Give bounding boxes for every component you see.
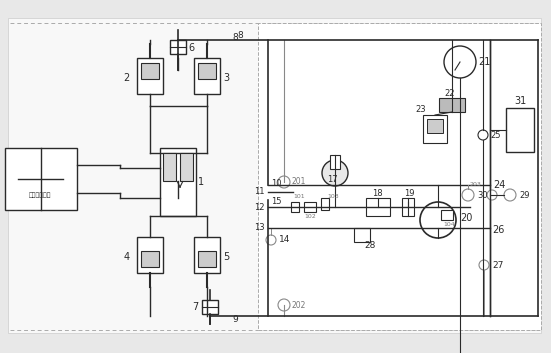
Bar <box>141 251 159 267</box>
Bar <box>304 202 316 212</box>
Bar <box>198 251 216 267</box>
Text: 22: 22 <box>444 89 455 97</box>
Circle shape <box>278 299 290 311</box>
Text: 31: 31 <box>514 96 526 106</box>
Text: 13: 13 <box>255 223 265 233</box>
Text: 28: 28 <box>364 241 375 251</box>
Bar <box>321 198 329 210</box>
Text: 19: 19 <box>404 189 414 197</box>
Text: 203: 203 <box>470 183 482 187</box>
Text: 8: 8 <box>232 32 237 42</box>
Text: 21: 21 <box>478 57 490 67</box>
Bar <box>258 23 541 330</box>
Circle shape <box>278 176 290 188</box>
Text: 103: 103 <box>327 195 339 199</box>
Bar <box>194 237 220 273</box>
Circle shape <box>478 130 488 140</box>
Bar <box>198 63 216 79</box>
Text: 202: 202 <box>292 300 306 310</box>
Circle shape <box>266 235 276 245</box>
Circle shape <box>444 46 476 78</box>
Bar <box>163 153 176 181</box>
Circle shape <box>420 202 456 238</box>
Text: 101: 101 <box>293 195 305 199</box>
Text: 5: 5 <box>223 252 229 262</box>
Text: 10: 10 <box>271 179 282 187</box>
Text: 104: 104 <box>443 221 455 227</box>
Text: 102: 102 <box>304 214 316 219</box>
Text: 6: 6 <box>188 43 194 53</box>
Bar <box>427 119 443 133</box>
Bar <box>170 40 186 54</box>
Circle shape <box>479 260 489 270</box>
Circle shape <box>462 189 474 201</box>
Circle shape <box>487 190 497 200</box>
Bar <box>141 63 159 79</box>
Text: 14: 14 <box>279 235 290 245</box>
Bar <box>137 58 163 94</box>
Text: 201: 201 <box>292 178 306 186</box>
Bar <box>5 148 77 210</box>
Bar <box>291 202 299 212</box>
Bar <box>160 148 196 216</box>
Text: 11: 11 <box>255 187 265 197</box>
Text: 17: 17 <box>327 175 338 185</box>
Text: 15: 15 <box>271 197 282 207</box>
Text: 30: 30 <box>477 191 488 199</box>
Text: 29: 29 <box>519 191 530 199</box>
Bar <box>180 153 193 181</box>
Bar <box>194 58 220 94</box>
Bar <box>402 198 414 216</box>
Text: 24: 24 <box>493 180 505 190</box>
Text: 18: 18 <box>372 190 382 198</box>
Text: 20: 20 <box>460 213 472 223</box>
Bar <box>202 300 218 314</box>
Text: 8: 8 <box>237 31 243 41</box>
Bar <box>441 210 453 220</box>
Bar <box>366 198 390 216</box>
Bar <box>439 98 465 112</box>
Bar <box>137 237 163 273</box>
Bar <box>354 228 370 242</box>
Circle shape <box>322 160 348 186</box>
Bar <box>423 115 447 143</box>
Text: 25: 25 <box>490 131 500 139</box>
Bar <box>8 18 541 333</box>
Text: 27: 27 <box>492 261 504 269</box>
Bar <box>330 155 340 169</box>
Text: 3: 3 <box>223 73 229 83</box>
Text: 1: 1 <box>198 177 204 187</box>
Text: 4: 4 <box>124 252 130 262</box>
Text: 23: 23 <box>415 104 425 114</box>
Text: 2: 2 <box>124 73 130 83</box>
Text: 7: 7 <box>192 302 198 312</box>
Text: 9: 9 <box>232 316 237 324</box>
Text: 26: 26 <box>492 225 504 235</box>
Bar <box>506 108 534 152</box>
Text: 12: 12 <box>255 203 265 211</box>
Text: 波能吸收装置: 波能吸收装置 <box>29 192 51 198</box>
Circle shape <box>504 189 516 201</box>
